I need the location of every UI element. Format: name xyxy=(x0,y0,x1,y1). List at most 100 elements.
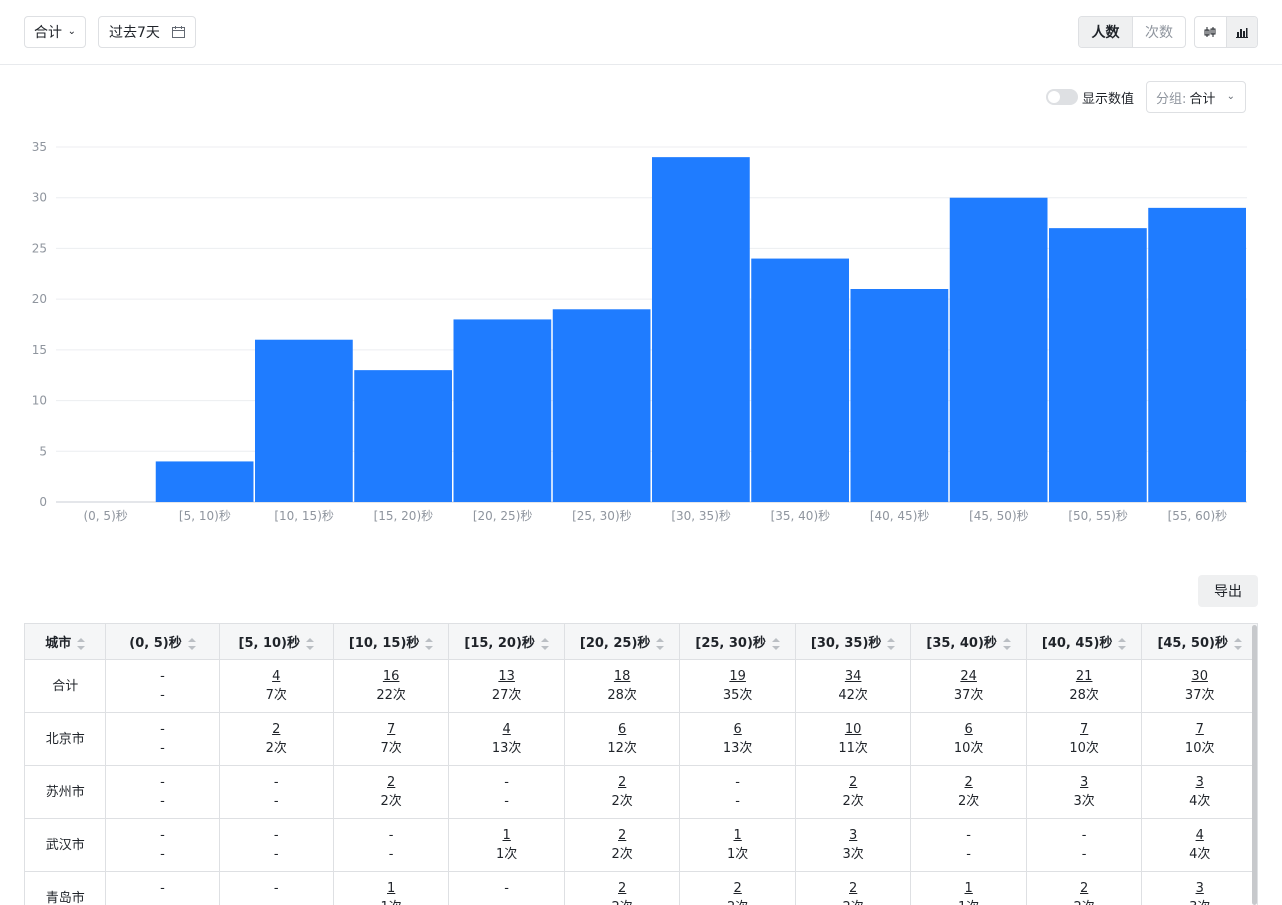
column-header[interactable]: [20, 25)秒 xyxy=(564,623,681,660)
people-count[interactable]: 6 xyxy=(964,722,973,737)
compare-view-button[interactable] xyxy=(1195,17,1226,47)
table-scrollbar[interactable] xyxy=(1252,625,1257,905)
people-count[interactable]: 4 xyxy=(502,722,511,737)
tab-event-count[interactable]: 次数 xyxy=(1131,17,1185,47)
people-count[interactable]: 2 xyxy=(618,881,627,896)
people-count[interactable]: 1 xyxy=(387,881,396,896)
aggregate-select[interactable]: 合计 ⌄ xyxy=(24,16,86,48)
event-count: - xyxy=(449,898,563,905)
x-tick-label: [30, 35)秒 xyxy=(671,509,731,523)
people-count[interactable]: 3 xyxy=(1080,775,1089,790)
event-count: - xyxy=(160,794,165,809)
people-count[interactable]: 34 xyxy=(844,669,862,684)
people-count[interactable]: 2 xyxy=(733,881,742,896)
people-count[interactable]: 30 xyxy=(1191,669,1208,684)
people-count[interactable]: 3 xyxy=(849,828,858,843)
people-count[interactable]: 6 xyxy=(618,722,627,737)
column-header-city[interactable]: 城市 xyxy=(25,623,107,660)
value-cell: 22次 xyxy=(564,871,681,905)
event-count: 2次 xyxy=(842,794,864,809)
people-count[interactable]: 19 xyxy=(729,669,746,684)
people-count[interactable]: 2 xyxy=(849,881,858,896)
people-count: - xyxy=(273,828,279,843)
bar xyxy=(1148,207,1246,502)
people-count[interactable]: 1 xyxy=(502,828,511,843)
people-count: - xyxy=(1081,828,1087,843)
column-header[interactable]: [35, 40)秒 xyxy=(910,623,1027,660)
people-count[interactable]: 2 xyxy=(964,775,973,790)
people-count[interactable]: 21 xyxy=(1075,669,1093,684)
people-count[interactable]: 2 xyxy=(618,828,627,843)
value-cell: -- xyxy=(1026,818,1143,872)
people-count[interactable]: 2 xyxy=(618,775,627,790)
column-header[interactable]: (0, 5)秒 xyxy=(105,623,220,660)
people-count[interactable]: 18 xyxy=(613,669,631,684)
value-cell: -- xyxy=(219,765,334,819)
column-header[interactable]: [25, 30)秒 xyxy=(679,623,796,660)
value-cell: -- xyxy=(105,818,220,872)
y-tick-label: 15 xyxy=(32,343,47,357)
date-range-picker[interactable]: 过去7天 xyxy=(98,16,196,48)
column-header[interactable]: [5, 10)秒 xyxy=(219,623,334,660)
sort-icon[interactable] xyxy=(187,637,196,650)
show-values-switch[interactable] xyxy=(1046,89,1078,105)
sort-icon[interactable] xyxy=(425,637,434,650)
group-select[interactable]: 分组: 合计 ⌄ xyxy=(1146,81,1246,113)
city-cell: 青岛市 xyxy=(25,871,107,905)
people-count[interactable]: 2 xyxy=(1080,881,1089,896)
histogram-view-button[interactable] xyxy=(1225,17,1257,47)
people-count[interactable]: 16 xyxy=(382,669,400,684)
people-count: - xyxy=(504,881,509,896)
event-count: - xyxy=(966,847,971,862)
people-count[interactable]: 10 xyxy=(844,722,862,737)
people-count: - xyxy=(504,775,509,790)
sort-icon[interactable] xyxy=(77,637,86,650)
people-count[interactable]: 7 xyxy=(387,722,396,737)
people-count[interactable]: 2 xyxy=(272,722,281,737)
people-count[interactable]: 4 xyxy=(1195,828,1204,843)
people-count[interactable]: 3 xyxy=(1195,881,1204,896)
event-count: 7次 xyxy=(380,741,402,756)
event-count: - xyxy=(273,847,279,862)
data-table: 城市 (0, 5)秒 [5, 10)秒 [10, 15)秒 [15, 20)秒 [20, … xyxy=(25,623,1258,905)
value-cell: 7 10次 xyxy=(1141,712,1258,766)
people-count[interactable]: 2 xyxy=(387,775,396,790)
event-count: 10次 xyxy=(953,741,984,756)
people-count[interactable]: 24 xyxy=(960,669,977,684)
value-cell: -- xyxy=(219,818,334,872)
sort-icon[interactable] xyxy=(540,637,549,650)
tab-people-count[interactable]: 人数 xyxy=(1079,17,1132,47)
people-count[interactable]: 2 xyxy=(849,775,858,790)
column-header[interactable]: [10, 15)秒 xyxy=(333,623,450,660)
bar xyxy=(1049,228,1147,502)
sort-icon[interactable] xyxy=(887,637,896,650)
sort-icon[interactable] xyxy=(305,637,314,650)
people-count[interactable]: 7 xyxy=(1080,722,1089,737)
people-count[interactable]: 3 xyxy=(1195,775,1204,790)
value-cell: -- xyxy=(105,712,220,766)
sort-icon[interactable] xyxy=(1118,637,1127,650)
people-count[interactable]: 4 xyxy=(272,669,281,684)
column-header[interactable]: [45, 50)秒 xyxy=(1141,623,1258,660)
sort-icon[interactable] xyxy=(656,637,665,650)
export-button[interactable]: 导出 xyxy=(1198,575,1258,607)
people-count[interactable]: 13 xyxy=(498,669,515,684)
column-header[interactable]: [40, 45)秒 xyxy=(1026,623,1143,660)
people-count[interactable]: 6 xyxy=(733,722,742,737)
value-cell: 24 37次 xyxy=(910,659,1027,713)
value-cell: 11次 xyxy=(910,871,1027,905)
event-count: 1次 xyxy=(496,847,518,862)
sort-icon[interactable] xyxy=(1233,637,1242,650)
y-tick-label: 10 xyxy=(32,394,47,408)
people-count[interactable]: 1 xyxy=(733,828,742,843)
value-cell: -- xyxy=(448,871,565,905)
sort-icon[interactable] xyxy=(1002,637,1011,650)
people-count[interactable]: 7 xyxy=(1195,722,1204,737)
column-header[interactable]: [15, 20)秒 xyxy=(448,623,565,660)
column-header[interactable]: [30, 35)秒 xyxy=(795,623,912,660)
chevron-down-icon: ⌄ xyxy=(1226,91,1235,102)
sort-icon[interactable] xyxy=(771,637,780,650)
people-count: - xyxy=(273,881,279,896)
people-count[interactable]: 1 xyxy=(964,881,973,896)
event-count: - xyxy=(220,898,333,905)
